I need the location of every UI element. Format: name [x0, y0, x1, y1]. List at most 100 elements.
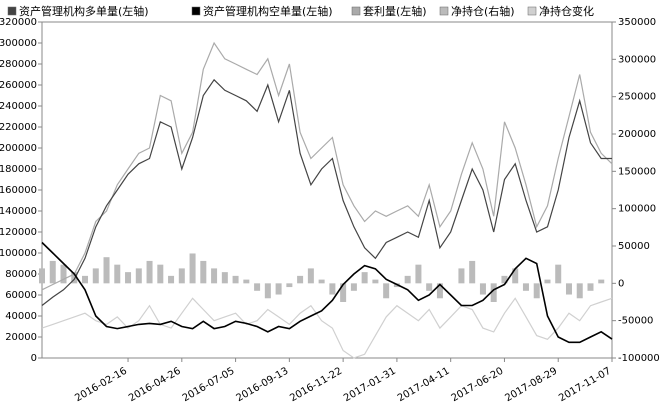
line — [41, 241, 613, 344]
bar — [361, 272, 368, 284]
y-tick-label: 100000 — [0, 248, 37, 259]
bar — [114, 264, 121, 284]
bar — [458, 268, 465, 284]
bar — [404, 275, 411, 284]
y-tick-label: 240000 — [0, 101, 37, 112]
bar — [555, 264, 562, 284]
legend-label: 资产管理机构多单量(左轴) — [19, 4, 149, 18]
y2-tick-label: 50000 — [618, 241, 650, 252]
bar — [275, 283, 282, 295]
bar — [82, 275, 89, 284]
legend-label: 资产管理机构空单量(左轴) — [203, 4, 333, 18]
bar — [512, 268, 519, 284]
bar — [189, 253, 196, 284]
bar — [168, 275, 175, 284]
bar — [200, 260, 207, 284]
y2-tick-label: 0 — [618, 278, 624, 289]
x-tick-label: 2017-11-07 — [557, 366, 613, 405]
legend-label: 净持仓(右轴) — [451, 4, 515, 18]
bar — [587, 283, 594, 291]
y2-tick-label: 200000 — [618, 129, 656, 140]
legend-swatch — [527, 6, 537, 16]
bar — [307, 268, 314, 284]
bar — [565, 283, 572, 295]
bar — [436, 283, 443, 299]
line — [41, 41, 613, 291]
bar — [49, 260, 56, 284]
x-tick-label: 2016-02-16 — [73, 366, 129, 405]
bar — [479, 283, 486, 295]
y-tick-label: 60000 — [5, 290, 37, 301]
x-tick-label: 2016-07-05 — [181, 366, 237, 405]
bar — [232, 275, 239, 284]
y-tick-label: 120000 — [0, 227, 37, 238]
legend-swatch — [439, 6, 449, 16]
bar — [221, 272, 228, 284]
y-tick-label: 260000 — [0, 80, 37, 91]
y-tick-label: 80000 — [5, 269, 37, 280]
bar — [92, 268, 99, 284]
y-tick-label: 320000 — [0, 17, 37, 28]
x-tick-label: 2017-04-11 — [396, 366, 452, 405]
bar — [415, 264, 422, 284]
bar — [340, 283, 347, 302]
y-tick-label: 280000 — [0, 59, 37, 70]
bar — [297, 275, 304, 284]
bar — [469, 260, 476, 284]
bar — [178, 268, 185, 284]
bar — [103, 257, 110, 284]
y-tick-label: 200000 — [0, 143, 37, 154]
legend-label: 净持仓变化 — [539, 4, 594, 18]
y-tick-label: 40000 — [5, 311, 37, 322]
bar — [383, 283, 390, 299]
x-tick-label: 2017-01-31 — [342, 366, 398, 405]
x-tick-label: 2016-04-26 — [127, 366, 183, 405]
bar — [243, 279, 250, 284]
legend: 资产管理机构多单量(左轴) 资产管理机构空单量(左轴) 套利量(左轴) 净持仓(右轴)… — [7, 4, 594, 18]
y2-tick-label: -50000 — [618, 316, 653, 327]
bar — [598, 279, 605, 284]
y2-tick-label: 250000 — [618, 92, 656, 103]
bar — [125, 272, 132, 284]
bar — [318, 279, 325, 284]
bar — [135, 268, 142, 284]
legend-label: 套利量(左轴) — [363, 4, 427, 18]
bar — [576, 283, 583, 299]
line — [41, 297, 613, 359]
bar — [39, 268, 45, 284]
bar — [71, 272, 78, 284]
bar — [350, 283, 357, 291]
line — [41, 78, 612, 306]
y-tick-label: 140000 — [0, 206, 37, 217]
bar — [286, 283, 293, 288]
legend-swatch — [351, 6, 361, 16]
x-tick-label: 2016-09-13 — [235, 366, 291, 405]
bar — [60, 264, 67, 284]
y2-tick-label: 100000 — [618, 204, 656, 215]
plot-area — [41, 21, 613, 359]
bar — [533, 283, 540, 299]
x-tick-label: 2017-08-29 — [503, 366, 559, 405]
y-tick-label: 160000 — [0, 185, 37, 196]
y-tick-label: 20000 — [5, 332, 37, 343]
bar — [146, 260, 153, 284]
bar — [544, 279, 551, 284]
bar — [211, 268, 218, 284]
y2-tick-label: -100000 — [618, 353, 660, 364]
bar — [157, 264, 164, 284]
y2-tick-label: 150000 — [618, 166, 656, 177]
x-tick-label: 2016-11-22 — [288, 366, 344, 405]
legend-swatch — [7, 6, 17, 16]
y-tick-label: 180000 — [0, 164, 37, 175]
bar — [522, 283, 529, 291]
legend-swatch — [191, 6, 201, 16]
bar — [264, 283, 271, 299]
y-tick-label: 0 — [31, 353, 37, 364]
bar — [372, 279, 379, 284]
y-tick-label: 300000 — [0, 38, 37, 49]
bar — [490, 283, 497, 302]
bar — [329, 283, 336, 295]
y2-tick-label: 300000 — [618, 54, 656, 65]
y2-tick-label: 350000 — [618, 17, 656, 28]
